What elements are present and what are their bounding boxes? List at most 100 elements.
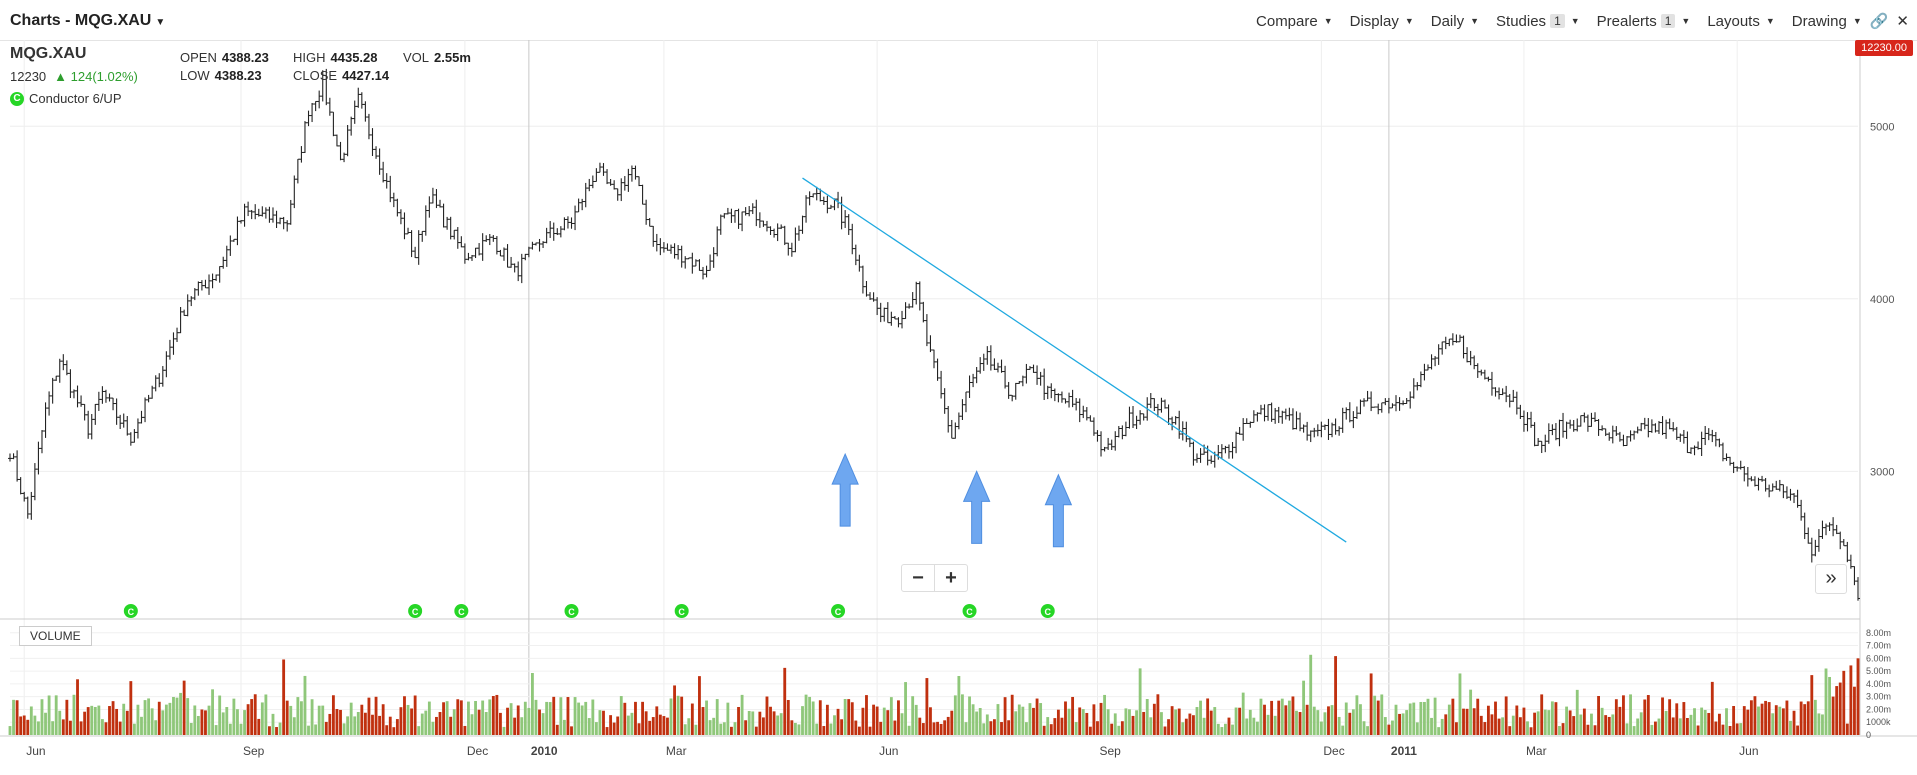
- volume-bar: [914, 704, 918, 735]
- last-price-row: 12230 ▲ 124(1.02%): [10, 69, 138, 84]
- menu-drawing[interactable]: Drawing ▼: [1792, 13, 1862, 30]
- volume-bar: [1135, 710, 1138, 735]
- close-value: 4427.14: [342, 68, 390, 83]
- volume-bar: [992, 719, 996, 735]
- volume-bar: [1195, 707, 1199, 735]
- menu-compare[interactable]: Compare ▼: [1256, 13, 1333, 30]
- volume-bar: [1561, 723, 1565, 735]
- menu-layouts[interactable]: Layouts ▼: [1707, 13, 1774, 30]
- volume-bar: [1728, 725, 1732, 735]
- volume-bar: [225, 707, 229, 735]
- volume-bar: [1028, 703, 1032, 735]
- volume-bar: [1003, 697, 1007, 735]
- volume-bar: [1184, 718, 1188, 735]
- conductor-study[interactable]: C Conductor 6/UP: [10, 91, 122, 106]
- menu-studies[interactable]: Studies 1 ▼: [1496, 13, 1580, 30]
- trend-line: [802, 177, 1347, 543]
- volume-bar: [822, 726, 826, 735]
- volume-bar: [1479, 715, 1483, 735]
- volume-bar: [83, 711, 87, 735]
- chart-title-dropdown[interactable]: Charts - MQG.XAU ▼: [10, 12, 165, 30]
- volume-bar: [193, 705, 197, 735]
- scroll-to-latest-button[interactable]: »: [1815, 564, 1847, 594]
- volume-bar: [1835, 686, 1839, 735]
- signal-marker-label: C: [128, 607, 135, 617]
- conductor-label: Conductor 6/UP: [29, 91, 122, 106]
- volume-bar: [1330, 705, 1334, 735]
- price-tick-label: 5000: [1870, 121, 1894, 133]
- volume-bar: [1199, 700, 1202, 735]
- volume-bar: [1643, 699, 1647, 735]
- volume-tick-label: 2.00m: [1866, 704, 1891, 714]
- volume-bar: [172, 696, 175, 735]
- volume-bar: [406, 704, 410, 735]
- volume-bar: [268, 726, 271, 735]
- volume-bar: [1536, 711, 1540, 735]
- volume-bar: [1547, 710, 1551, 735]
- volume-bar: [694, 724, 698, 735]
- volume-bar: [534, 699, 538, 735]
- volume-bar: [1113, 713, 1117, 735]
- zoom-out-button[interactable]: −: [902, 565, 935, 591]
- volume-bar: [929, 707, 932, 735]
- volume-bar: [879, 721, 883, 735]
- volume-bar: [111, 701, 115, 735]
- volume-bar: [1749, 700, 1753, 735]
- volume-bar: [1117, 725, 1121, 735]
- volume-bar: [1067, 708, 1071, 735]
- volume-bar: [19, 716, 23, 735]
- volume-bar: [1071, 696, 1075, 735]
- menu-drawing-label: Drawing: [1791, 12, 1847, 30]
- volume-bar: [769, 706, 772, 735]
- volume-bar: [1504, 696, 1508, 735]
- volume-bar: [1668, 699, 1672, 735]
- close-icon[interactable]: ✕: [1896, 13, 1909, 30]
- volume-bar: [893, 720, 897, 735]
- volume-bar: [1359, 704, 1362, 735]
- volume-bar: [182, 680, 186, 735]
- volume-bar: [811, 701, 815, 735]
- chevron-down-icon: ▼: [1765, 16, 1775, 26]
- time-tick-label: Sep: [1099, 744, 1121, 758]
- volume-bar: [1838, 682, 1842, 735]
- volume-bar: [758, 711, 762, 735]
- volume-bar: [1369, 673, 1373, 735]
- chevron-down-icon: ▼: [1470, 16, 1480, 26]
- volume-bar: [1568, 710, 1572, 735]
- time-tick-label: 2010: [531, 744, 558, 758]
- volume-bar: [1682, 702, 1686, 735]
- volume-bar: [872, 704, 876, 735]
- menu-display[interactable]: Display ▼: [1350, 13, 1414, 30]
- volume-bar: [1767, 702, 1771, 735]
- volume-bar: [104, 722, 108, 735]
- volume-bar: [1074, 722, 1078, 735]
- zoom-in-button[interactable]: +: [945, 567, 957, 589]
- volume-bar: [420, 713, 424, 735]
- volume-bar: [594, 722, 598, 735]
- volume-bar: [65, 699, 69, 735]
- volume-bar: [1853, 686, 1856, 735]
- menu-daily[interactable]: Daily ▼: [1431, 13, 1479, 30]
- volume-bar: [1614, 699, 1618, 735]
- volume-bar: [889, 697, 893, 735]
- volume-bar: [143, 700, 147, 735]
- volume-bar: [1796, 725, 1800, 735]
- volume-bar: [548, 702, 552, 735]
- volume-bar: [907, 725, 911, 735]
- volume-bar: [346, 716, 350, 735]
- volume-bar: [715, 699, 719, 735]
- volume-bar: [644, 711, 648, 735]
- menu-prealerts[interactable]: Prealerts 1 ▼: [1597, 13, 1691, 30]
- link-icon[interactable]: 🔗: [1869, 13, 1889, 30]
- volume-bar: [580, 705, 584, 735]
- volume-bar: [1817, 713, 1821, 735]
- volume-bar: [925, 678, 929, 735]
- signal-marker: [564, 604, 579, 618]
- volume-bar: [1394, 704, 1398, 735]
- volume-tick-label: 6.00m: [1866, 653, 1891, 663]
- volume-bar: [1092, 704, 1096, 735]
- volume-bar: [1646, 695, 1650, 735]
- volume-bar: [634, 701, 637, 735]
- volume-bar: [37, 721, 40, 735]
